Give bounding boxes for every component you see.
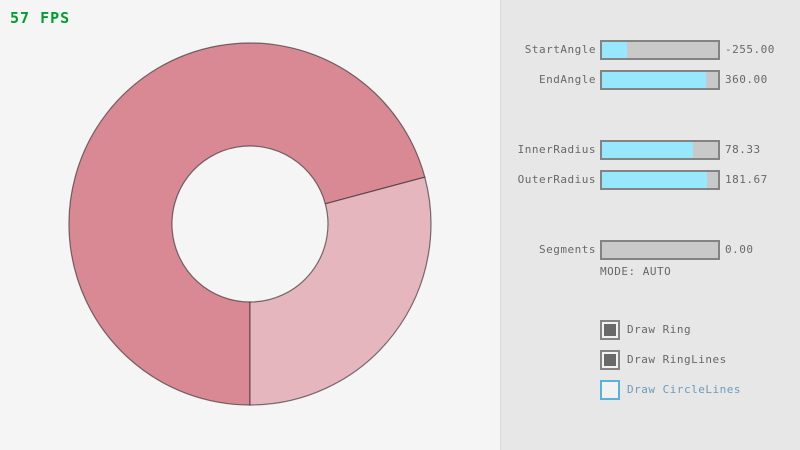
slider-row-startangle: StartAngle -255.00 — [500, 40, 800, 60]
startangle-label: StartAngle — [524, 43, 596, 56]
innerradius-value: 78.33 — [725, 143, 761, 156]
outerradius-slider[interactable] — [600, 170, 720, 190]
ring-chart — [68, 42, 432, 406]
drawing-canvas: 57 FPS — [10, 9, 432, 406]
checkbox-row-draw-ring: Draw Ring — [600, 320, 790, 340]
innerradius-slider-fill — [602, 142, 693, 158]
innerradius-slider[interactable] — [600, 140, 720, 160]
ring-segment-single — [249, 176, 432, 406]
endangle-slider[interactable] — [600, 70, 720, 90]
startangle-value: -255.00 — [725, 43, 775, 56]
segments-label: Segments — [539, 243, 596, 256]
draw-ring-label: Draw Ring — [627, 323, 692, 336]
draw-circlelines-label: Draw CircleLines — [627, 383, 741, 396]
checkbox-check-icon — [604, 354, 616, 366]
draw-ring-checkbox[interactable] — [600, 320, 620, 340]
outerradius-slider-fill — [602, 172, 708, 188]
mode-status-text: MODE: AUTO — [600, 265, 672, 278]
slider-row-innerradius: InnerRadius 78.33 — [500, 140, 800, 160]
checkbox-row-draw-ringlines: Draw RingLines — [600, 350, 790, 370]
outerradius-label: OuterRadius — [517, 173, 596, 186]
outerradius-value: 181.67 — [725, 173, 768, 186]
checkbox-row-draw-circlelines: Draw CircleLines — [600, 380, 790, 400]
startangle-slider[interactable] — [600, 40, 720, 60]
endangle-value: 360.00 — [725, 73, 768, 86]
ring-segment-overlap — [68, 42, 426, 406]
segments-value: 0.00 — [725, 243, 754, 256]
startangle-slider-fill — [602, 42, 628, 58]
endangle-slider-fill — [602, 72, 707, 88]
draw-ringlines-checkbox[interactable] — [600, 350, 620, 370]
draw-circlelines-checkbox[interactable] — [600, 380, 620, 400]
slider-row-outerradius: OuterRadius 181.67 — [500, 170, 800, 190]
checkbox-check-icon — [604, 324, 616, 336]
draw-ringlines-label: Draw RingLines — [627, 353, 727, 366]
innerradius-label: InnerRadius — [517, 143, 596, 156]
fps-counter: 57 FPS — [10, 9, 71, 27]
segments-slider[interactable] — [600, 240, 720, 260]
slider-row-endangle: EndAngle 360.00 — [500, 70, 800, 90]
endangle-label: EndAngle — [539, 73, 596, 86]
slider-row-segments: Segments 0.00 — [500, 240, 800, 260]
